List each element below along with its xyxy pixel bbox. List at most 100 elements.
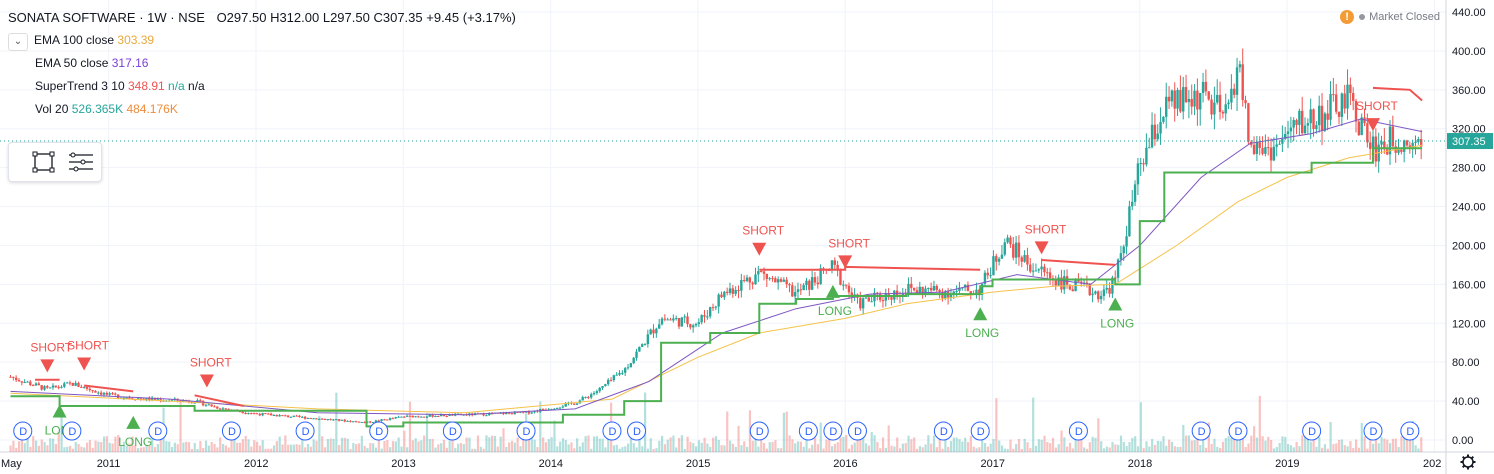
volume-bar — [935, 447, 938, 452]
candle-body — [813, 277, 817, 283]
candle-body — [759, 271, 763, 273]
volume-bar — [1346, 446, 1349, 452]
volume-bar — [510, 440, 514, 452]
volume-bar — [1043, 435, 1046, 452]
volume-bar — [720, 445, 723, 452]
volume-bar — [556, 446, 559, 452]
volume-bar — [845, 435, 848, 452]
volume-bar — [745, 446, 749, 452]
dividend-marker — [847, 421, 867, 441]
candle-body — [1252, 144, 1256, 154]
dividend-marker-label: D — [977, 426, 985, 438]
volume-bar — [612, 445, 616, 452]
volume-bar — [830, 446, 834, 452]
candle-body — [150, 397, 154, 401]
rectangle-tool-icon[interactable] — [31, 150, 57, 174]
volume-bar — [1006, 448, 1009, 452]
legend-row-ema50[interactable]: EMA 50 close 317.16 — [8, 52, 516, 75]
candle-body — [850, 292, 854, 297]
candle-body — [1153, 124, 1157, 140]
y-tick-label: 160.00 — [1452, 279, 1486, 291]
candle-body — [748, 277, 752, 283]
candle-body — [1346, 84, 1349, 109]
lines-menu-icon[interactable] — [67, 150, 93, 174]
legend-row-volume[interactable]: Vol 20 526.365K 484.176K — [8, 98, 516, 121]
volume-bar — [1355, 439, 1358, 452]
volume-bar — [632, 443, 635, 452]
volume-bar — [978, 447, 981, 452]
volume-bar — [451, 438, 454, 452]
candle-body — [1357, 121, 1361, 136]
candle-body — [779, 279, 783, 282]
candle-body — [99, 392, 103, 395]
volume-bar — [1298, 446, 1301, 452]
candle-body — [1122, 246, 1125, 254]
volume-bar — [519, 446, 522, 452]
dividend-marker — [1228, 421, 1248, 441]
legend-row-ema100[interactable]: ⌄ EMA 100 close 303.39 — [8, 29, 516, 52]
candle-body — [1029, 264, 1032, 272]
chevron-down-icon[interactable]: ⌄ — [8, 33, 28, 51]
dividend-marker-label: D — [523, 426, 531, 438]
volume-bar — [879, 448, 882, 452]
dividend-marker-label: D — [1308, 426, 1316, 438]
candle-body — [587, 396, 590, 398]
drawing-toolbox — [8, 142, 102, 182]
volume-bar — [1162, 436, 1165, 452]
volume-bar — [196, 448, 199, 452]
candle-body — [785, 279, 788, 285]
candle-body — [1170, 90, 1174, 102]
candle-body — [1108, 287, 1111, 294]
y-tick-label: 40.00 — [1452, 396, 1480, 408]
volume-bar — [1176, 447, 1179, 452]
x-tick-label: 2015 — [686, 458, 710, 470]
volume-bar — [876, 441, 879, 452]
volume-bar — [765, 448, 769, 452]
y-tick-label: 0.00 — [1452, 435, 1473, 447]
candle-body — [354, 421, 358, 423]
candle-body — [37, 383, 41, 386]
candle-body — [788, 284, 791, 286]
volume-bar — [1017, 438, 1021, 452]
volume-bar — [1329, 422, 1332, 452]
candle-body — [1210, 99, 1213, 115]
candle-body — [207, 404, 210, 406]
volume-bar — [901, 443, 904, 452]
volume-bar — [329, 438, 332, 452]
volume-bar — [1131, 437, 1134, 452]
legend-row-supertrend[interactable]: SuperTrend 3 10 348.91 n/a n/a — [8, 75, 516, 98]
volume-bar — [1306, 437, 1310, 452]
candle-body — [584, 396, 587, 398]
market-status[interactable]: ! Market Closed — [1340, 10, 1440, 24]
candle-body — [1003, 242, 1006, 255]
volume-bar — [1326, 448, 1329, 452]
volume-bar — [207, 445, 210, 452]
volume-bar — [383, 441, 386, 452]
candle-body — [927, 287, 930, 289]
volume-bar — [1057, 444, 1060, 452]
candle-body — [357, 421, 361, 423]
drag-handle-icon[interactable] — [27, 149, 28, 175]
volume-bar — [34, 440, 38, 452]
symbol-title[interactable]: SONATA SOFTWARE · 1W · NSE — [8, 10, 205, 25]
volume-bar — [241, 439, 244, 452]
candle-body — [1156, 133, 1159, 140]
warning-icon[interactable]: ! — [1340, 10, 1355, 24]
candle-body — [660, 318, 664, 325]
candle-body — [1128, 206, 1131, 237]
candle-body — [1329, 94, 1332, 120]
volume-bar — [1068, 442, 1072, 452]
settings-gear-icon[interactable] — [1460, 454, 1476, 470]
volume-bar — [1034, 445, 1038, 452]
volume-bar — [238, 442, 242, 452]
candle-body — [1340, 93, 1344, 117]
candle-body — [796, 289, 800, 293]
volume-bar — [315, 440, 318, 452]
volume-bar — [1145, 441, 1148, 452]
candle-body — [343, 419, 346, 422]
dividend-marker-label: D — [1198, 426, 1206, 438]
volume-bar — [989, 443, 992, 452]
candle-body — [46, 386, 49, 388]
volume-bar — [190, 448, 193, 452]
